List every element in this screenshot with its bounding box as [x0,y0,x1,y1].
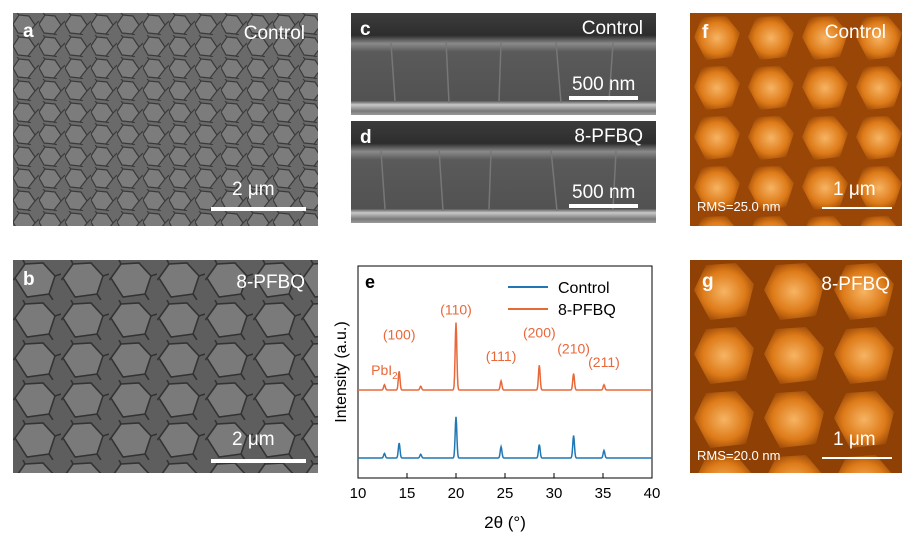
x-tick-label: 40 [644,485,661,502]
rms-label-g: RMS=20.0 nm [697,448,781,463]
peak-annotation: (100) [383,326,416,342]
peak-annotation: (210) [557,341,590,357]
panel-label-g: g [702,271,714,292]
peak-annotation: (111) [486,348,517,364]
series-layer [358,322,652,459]
afm-height-map-g [690,260,902,473]
sample-tag-d: 8-PFBQ [574,126,643,147]
afm-height-map-f [690,13,902,226]
legend-label-8-pfbq: 8-PFBQ [558,302,616,319]
x-tick-label: 10 [350,485,367,502]
sem-panel-c: c Control 500 nm [351,13,656,115]
sem-panel-a: a Control 2 μm [13,13,318,226]
scalebar-label-f: 1 μm [833,179,876,200]
scalebar-label-a: 2 μm [232,179,275,200]
scalebar-b [211,459,306,463]
x-axis-ticks: 10 15 20 25 30 35 40 [350,473,661,502]
peak-annotation: PbI2 [371,362,398,382]
afm-panel-f: f Control 1 μm RMS=25.0 nm [690,13,902,226]
annotation-layer: PbI2 (100) (110) (111) (200)(210)(211) [371,302,620,382]
sem-panel-d: d 8-PFBQ 500 nm [351,121,656,223]
sem-grain-image-a [13,13,318,226]
x-tick-label: 30 [546,485,563,502]
series-line-control [358,416,652,459]
sample-tag-g: 8-PFBQ [821,274,890,295]
series-line-8-pfbq [358,322,652,391]
x-tick-label: 35 [595,485,612,502]
sample-tag-c: Control [581,18,643,39]
panel-label-c: c [360,19,371,40]
scalebar-label-b: 2 μm [232,429,275,450]
scalebar-label-g: 1 μm [833,429,876,450]
x-tick-label: 20 [448,485,465,502]
scalebar-d [569,204,638,208]
scalebar-f [822,207,892,209]
x-tick-label: 25 [497,485,514,502]
sample-tag-b: 8-PFBQ [236,272,305,293]
x-axis-label: 2θ (°) [484,513,526,532]
xrd-chart: e 10 15 20 25 30 35 40 2θ (°) Intensity (a.u.)… [333,265,661,532]
peak-annotation: (200) [523,324,556,340]
panel-label-f: f [702,22,709,43]
peak-annotation: (211) [588,354,620,370]
panel-label-a: a [23,21,34,42]
legend: Control 8-PFBQ [508,280,616,319]
scalebar-a [211,207,306,211]
scalebar-label-d: 500 nm [572,182,636,203]
panel-label-e: e [365,272,375,292]
sem-grain-image-b [13,260,318,473]
rms-label-f: RMS=25.0 nm [697,199,781,214]
plot-frame [357,265,653,479]
legend-label-control: Control [558,280,610,297]
x-tick-label: 15 [399,485,416,502]
y-axis-label: Intensity (a.u.) [333,321,350,422]
sem-panel-b: b 8-PFBQ 2 μm [13,260,318,473]
panel-label-d: d [360,127,372,148]
afm-panel-g: g 8-PFBQ 1 μm RMS=20.0 nm [690,260,902,473]
scalebar-c [569,96,638,100]
peak-annotation: (110) [440,302,472,318]
sample-tag-a: Control [243,23,305,44]
sample-tag-f: Control [824,22,886,43]
scalebar-label-c: 500 nm [572,74,636,95]
scalebar-g [822,457,892,459]
panel-label-b: b [23,269,35,290]
